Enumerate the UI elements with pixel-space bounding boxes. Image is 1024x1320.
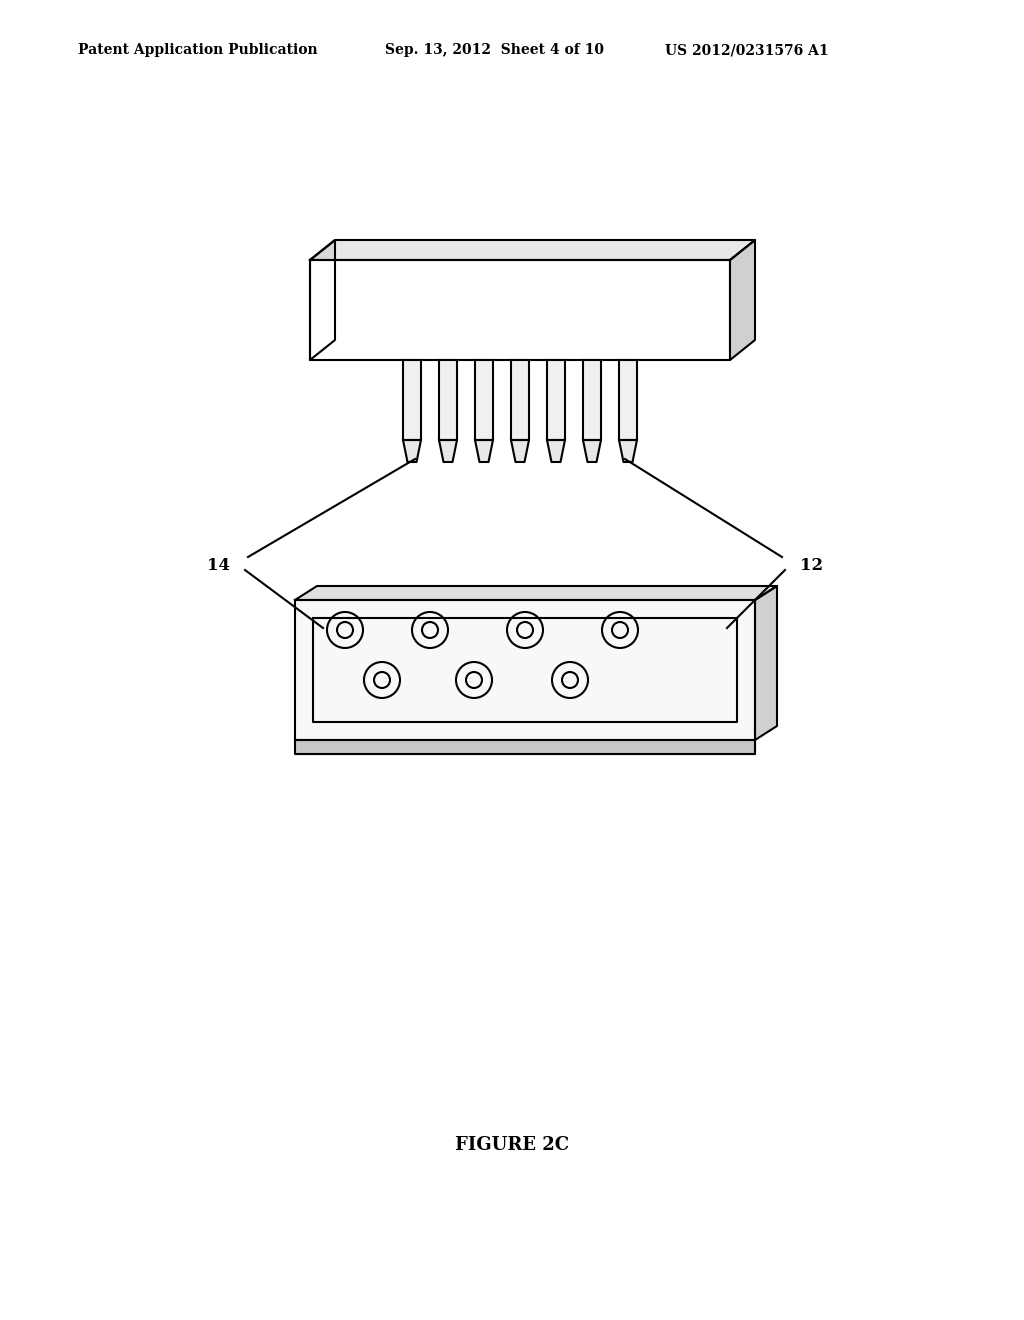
Polygon shape [295,586,777,601]
Polygon shape [403,360,421,440]
Text: 12: 12 [800,557,823,573]
Polygon shape [439,360,457,440]
Polygon shape [583,440,601,462]
Polygon shape [310,240,335,360]
Polygon shape [475,360,493,440]
Text: FIGURE 2C: FIGURE 2C [455,1137,569,1154]
Polygon shape [547,440,565,462]
Polygon shape [583,360,601,440]
Polygon shape [547,360,565,440]
Text: 14: 14 [207,557,230,573]
Polygon shape [310,260,730,360]
Polygon shape [295,601,755,741]
Polygon shape [511,440,529,462]
Polygon shape [403,440,421,462]
Polygon shape [439,440,457,462]
Polygon shape [618,360,637,440]
Text: Patent Application Publication: Patent Application Publication [78,44,317,57]
Text: Sep. 13, 2012  Sheet 4 of 10: Sep. 13, 2012 Sheet 4 of 10 [385,44,604,57]
Polygon shape [295,741,755,754]
Polygon shape [511,360,529,440]
Polygon shape [730,240,755,360]
Text: US 2012/0231576 A1: US 2012/0231576 A1 [665,44,828,57]
Polygon shape [310,240,755,260]
Polygon shape [755,586,777,741]
Polygon shape [618,440,637,462]
Polygon shape [475,440,493,462]
